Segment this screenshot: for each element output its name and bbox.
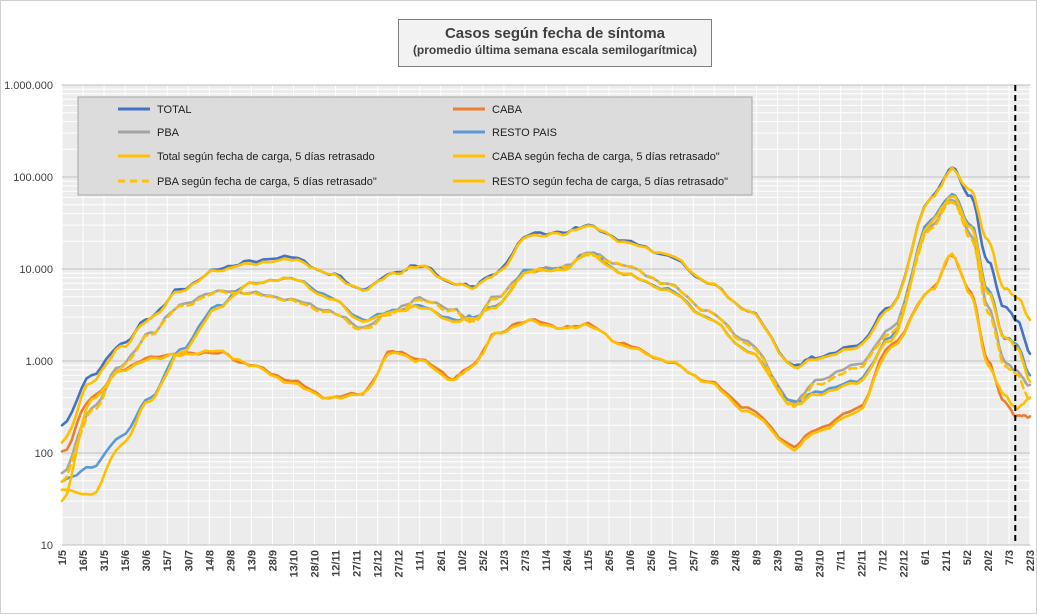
- x-tick-label: 23/10: [815, 550, 827, 578]
- x-tick-label: 30/7: [183, 550, 195, 571]
- legend-label: RESTO según fecha de carga, 5 días retra…: [492, 176, 728, 188]
- x-tick-label: 27/3: [520, 550, 532, 571]
- x-tick-label: 9/8: [709, 550, 721, 565]
- x-tick-label: 7/12: [878, 550, 890, 571]
- x-tick-label: 15/7: [162, 550, 174, 571]
- x-tick-label: 22/11: [857, 550, 869, 577]
- legend-box: [77, 96, 753, 196]
- series-line: [60, 166, 1032, 444]
- x-tick-label: 13/10: [288, 550, 300, 578]
- x-tick-label: 14/8: [204, 550, 216, 571]
- y-tick-label: 10: [41, 540, 53, 552]
- x-tick-label: 30/6: [141, 550, 153, 571]
- x-tick-label: 31/5: [99, 550, 111, 571]
- x-tick-label: 6/1: [920, 550, 932, 565]
- legend-label: Total según fecha de carga, 5 días retra…: [157, 151, 375, 163]
- x-tick-label: 8/10: [794, 550, 806, 571]
- legend-label: TOTAL: [157, 104, 191, 116]
- x-tick-label: 5/2: [962, 550, 974, 565]
- x-tick-label: 16/5: [78, 550, 90, 571]
- x-tick-label: 23/9: [772, 550, 784, 571]
- chart-title-box: Casos según fecha de síntoma (promedio ú…: [398, 19, 712, 67]
- x-tick-label: 1/5: [57, 550, 69, 565]
- x-tick-label: 25/6: [646, 550, 658, 571]
- x-tick-label: 11/1: [415, 550, 427, 571]
- x-tick-label: 13/9: [246, 550, 258, 571]
- x-tick-label: 15/6: [120, 550, 132, 571]
- x-tick-label: 20/2: [983, 550, 995, 571]
- x-tick-label: 12/11: [331, 550, 343, 577]
- x-tick-label: 29/8: [225, 550, 237, 571]
- x-tick-label: 12/12: [373, 550, 385, 578]
- x-tick-label: 11/4: [541, 549, 553, 571]
- x-tick-label: 12/3: [499, 550, 511, 571]
- y-tick-label: 1.000: [25, 356, 53, 368]
- x-tick-label: 21/1: [941, 550, 953, 571]
- x-tick-label: 7/3: [1004, 550, 1016, 565]
- x-tick-label: 28/9: [267, 550, 279, 571]
- x-tick-label: 22/3: [1025, 550, 1037, 571]
- x-tick-label: 27/12: [394, 550, 406, 578]
- x-tick-label: 26/1: [436, 550, 448, 571]
- legend-label: PBA según fecha de carga, 5 días retrasa…: [157, 176, 377, 188]
- x-tick-label: 27/11: [352, 550, 364, 577]
- series-line: [60, 252, 1032, 503]
- chart-subtitle: (promedio última semana escala semilogar…: [412, 43, 698, 57]
- x-tick-label: 8/9: [751, 550, 763, 565]
- x-tick-label: 11/5: [583, 550, 595, 571]
- legend: TOTAL CABA PBA RESTO PAIS Total según fecha …: [77, 96, 753, 196]
- legend-label: CABA según fecha de carga, 5 días retras…: [492, 151, 720, 163]
- x-tick-label: 25/7: [688, 550, 700, 571]
- y-tick-label: 100: [35, 448, 53, 460]
- legend-label: PBA: [157, 127, 180, 139]
- series-lines: [60, 166, 1032, 503]
- y-tick-label: 100.000: [13, 172, 53, 184]
- x-tick-label: 24/8: [730, 550, 742, 571]
- y-axis-ticks: 10 100 1.000 10.000 100.000 1.000.000: [4, 80, 53, 552]
- x-tick-label: 25/2: [478, 550, 490, 571]
- y-tick-label: 10.000: [19, 264, 53, 276]
- legend-label: RESTO PAIS: [492, 127, 557, 139]
- x-tick-label: 26/5: [604, 550, 616, 571]
- x-tick-label: 22/12: [899, 550, 911, 578]
- legend-label: CABA: [492, 104, 523, 116]
- x-axis-ticks: 1/5 16/5 31/5 15/6 30/6 15/7 30/7 14/8 29/8 13/9 2…: [57, 549, 1037, 577]
- x-tick-label: 7/11: [836, 550, 848, 571]
- x-tick-label: 26/4: [562, 549, 574, 571]
- series-line: [60, 200, 1032, 483]
- chart-title: Casos según fecha de síntoma: [444, 25, 666, 42]
- x-tick-label: 28/10: [310, 550, 322, 578]
- x-tick-label: 10/2: [457, 550, 469, 571]
- series-line: [60, 195, 1032, 496]
- y-tick-label: 1.000.000: [4, 80, 53, 92]
- x-tick-label: 10/7: [667, 550, 679, 571]
- x-tick-label: 10/6: [625, 550, 637, 571]
